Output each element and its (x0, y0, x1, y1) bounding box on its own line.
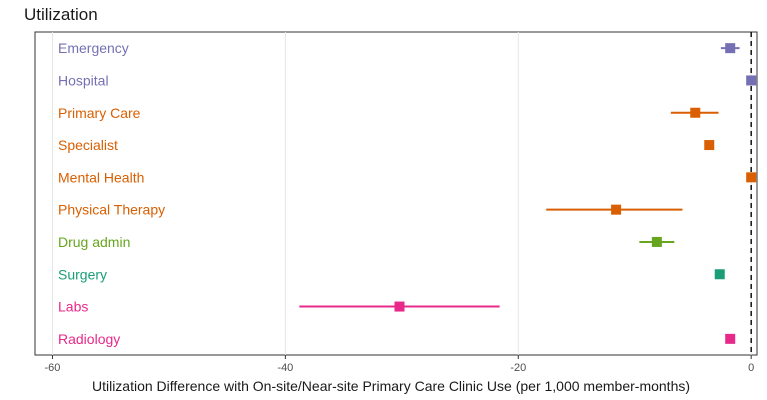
category-label: Mental Health (58, 169, 144, 185)
category-label: Primary Care (58, 105, 141, 121)
x-axis-title: Utilization Difference with On-site/Near… (92, 378, 690, 394)
point-estimate (714, 269, 725, 280)
category-label: Drug admin (58, 234, 130, 250)
point-estimate (725, 43, 736, 54)
category-label: Surgery (58, 266, 107, 282)
x-tick-label: -40 (277, 362, 293, 374)
x-tick-label: -20 (510, 362, 526, 374)
category-label: Labs (58, 299, 88, 315)
point-estimate (394, 301, 405, 312)
x-tick-label: -60 (45, 362, 61, 374)
point-estimates (394, 43, 757, 344)
plot-panel (34, 31, 758, 356)
category-label: Emergency (58, 40, 129, 56)
point-estimate (651, 236, 662, 247)
point-estimate (725, 333, 736, 344)
category-label: Radiology (58, 331, 120, 347)
x-axis-ticks: -60 -40 -20 0 (45, 355, 754, 374)
x-tick-label: 0 (748, 362, 754, 374)
point-estimate (746, 75, 757, 86)
grid-lines (51, 32, 752, 355)
point-estimate (746, 172, 757, 183)
point-estimate (611, 204, 622, 215)
category-label: Hospital (58, 72, 109, 88)
category-labels: Emergency Hospital Primary Care Specialist M… (58, 40, 165, 347)
category-label: Physical Therapy (58, 202, 165, 218)
point-estimate (690, 107, 701, 118)
category-label: Specialist (58, 137, 118, 153)
point-estimate (704, 140, 715, 151)
chart-title: Utilization (24, 5, 98, 24)
